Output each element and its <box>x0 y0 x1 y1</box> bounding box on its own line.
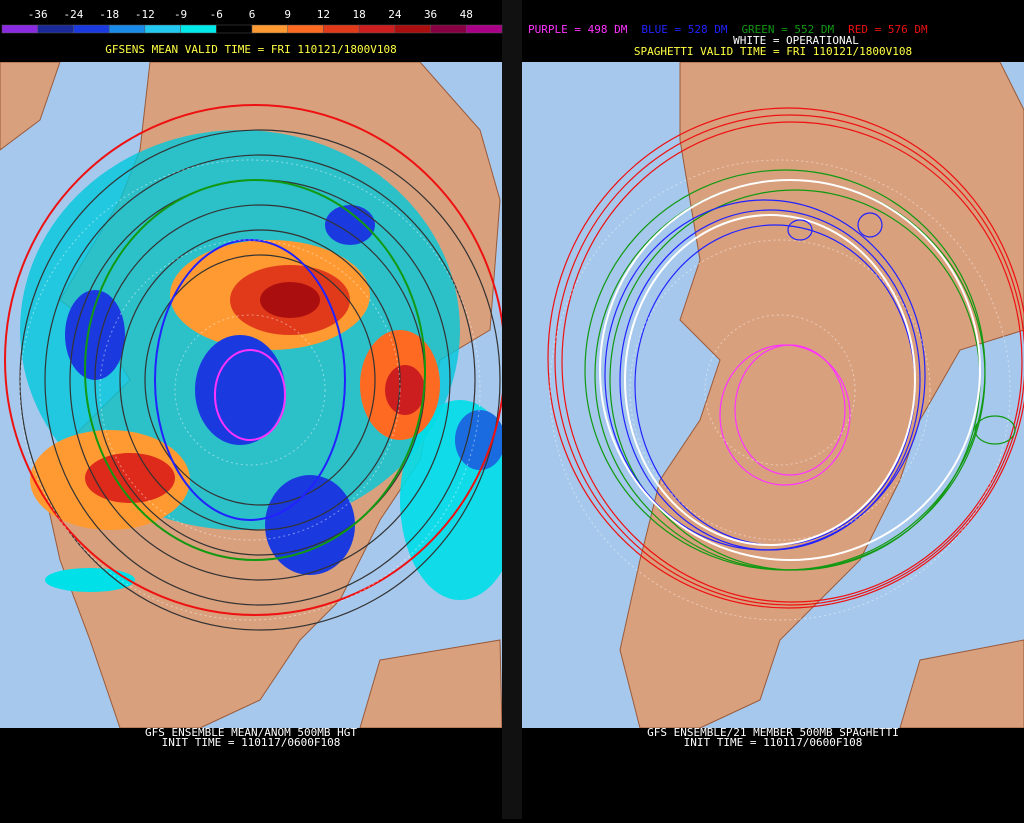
colorbar-label: 9 <box>284 8 291 21</box>
colorbar-label: 6 <box>249 8 256 21</box>
colorbar-label: 12 <box>317 8 330 21</box>
colorbar-swatch <box>394 24 431 34</box>
colorbar-swatch <box>73 24 110 34</box>
colorbar-swatch <box>358 24 396 34</box>
legend-entry: RED = 576 DM <box>848 23 928 36</box>
colorbar-label: -9 <box>174 8 187 21</box>
colorbar-label: 18 <box>353 8 366 21</box>
left-footer-line: INIT TIME = 110117/0600F108 <box>162 736 341 749</box>
operational-label: WHITE = OPERATIONAL <box>733 34 859 47</box>
legend-entry: GREEN = 552 DM <box>741 23 834 36</box>
left-footer-line: GFS ENSEMBLE MEAN/ANOM 500MB HGT <box>145 726 357 739</box>
colorbar-swatch <box>37 24 74 34</box>
colorbar-swatch <box>1 24 38 34</box>
colorbar-label: -24 <box>63 8 83 21</box>
colorbar-swatch <box>466 24 503 34</box>
right-map <box>522 62 1024 728</box>
right-footer-line: INIT TIME = 110117/0600F108 <box>684 736 863 749</box>
colorbar-swatch <box>323 24 360 34</box>
colorbar-label: 36 <box>424 8 437 21</box>
left-header: GFSENS MEAN VALID TIME = FRI 110121/1800… <box>105 43 396 56</box>
legend-entry: BLUE = 528 DM <box>641 23 727 36</box>
colorbar-label: 24 <box>388 8 402 21</box>
colorbar-label: -18 <box>99 8 119 21</box>
colorbar-swatch <box>430 24 467 34</box>
left-map <box>0 62 502 728</box>
colorbar-swatch <box>180 24 217 34</box>
colorbar-label: -12 <box>135 8 155 21</box>
colorbar-swatch <box>251 24 288 34</box>
legend: PURPLE = 498 DM BLUE = 528 DM GREEN = 552 … <box>528 23 928 36</box>
right-footer-line: GFS ENSEMBLE/21 MEMBER 500MB SPAGHETTI <box>647 726 899 739</box>
colorbar-swatch <box>144 24 181 34</box>
colorbar-swatch <box>287 24 324 34</box>
colorbar-label: 48 <box>460 8 473 21</box>
colorbar-swatch <box>108 24 146 34</box>
colorbar: -36 -24 -18 -12 -9 -6 6 9 12 18 24 36 48 <box>1 8 503 34</box>
colorbar-label: -36 <box>28 8 48 21</box>
right-header: SPAGHETTI VALID TIME = FRI 110121/1800V1… <box>634 45 912 58</box>
divider <box>502 0 522 819</box>
colorbar-swatch <box>216 24 253 34</box>
legend-entry: PURPLE = 498 DM <box>528 23 628 36</box>
colorbar-label: -6 <box>210 8 223 21</box>
